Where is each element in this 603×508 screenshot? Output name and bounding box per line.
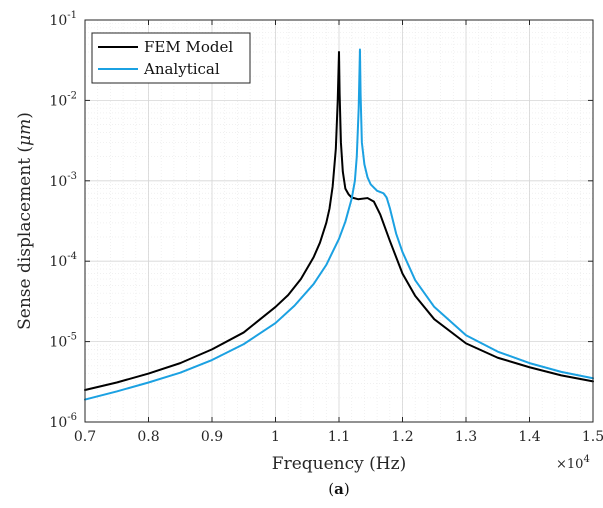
legend: FEM Model Analytical — [91, 32, 251, 84]
x-tick-label: 1.5 — [582, 429, 603, 445]
y-tick-label: 10-4 — [49, 251, 77, 270]
x-tick-label: 1.2 — [391, 429, 413, 445]
x-tick-label: 1.1 — [328, 429, 350, 445]
y-tick-label: 10-3 — [49, 171, 77, 190]
x-tick-label: 0.8 — [137, 429, 159, 445]
series-line-analytical — [84, 48, 594, 401]
x-tick-label: 0.9 — [201, 429, 223, 445]
series-line-fem-model — [84, 50, 594, 392]
x-tick-label: 1 — [271, 429, 280, 445]
x-tick-label: 0.7 — [74, 429, 96, 445]
series-layer — [84, 48, 594, 401]
y-tick-label: 10-6 — [49, 412, 77, 431]
legend-label-analytical: Analytical — [143, 60, 220, 78]
figure-caption: (a) — [328, 480, 349, 498]
y-tick-label: 10-5 — [49, 332, 77, 351]
x-tick-label: 1.4 — [518, 429, 540, 445]
x-axis-multiplier: ×104 — [556, 454, 590, 472]
y-tick-label: 10-2 — [49, 90, 77, 109]
y-tick-labels: 10-6 10-5 10-4 10-3 10-2 10-1 — [49, 10, 77, 431]
x-tick-label: 1.3 — [455, 429, 477, 445]
y-tick-label: 10-1 — [49, 10, 77, 29]
y-axis-label: Sense displacement (μm) — [15, 112, 35, 330]
tick-marks — [84, 19, 594, 423]
legend-box — [91, 32, 251, 84]
x-axis-label: Frequency (Hz) — [272, 454, 406, 474]
legend-label-fem: FEM Model — [144, 38, 233, 56]
x-tick-labels: 0.7 0.8 0.9 1 1.1 1.2 1.3 1.4 1.5 — [74, 429, 603, 445]
